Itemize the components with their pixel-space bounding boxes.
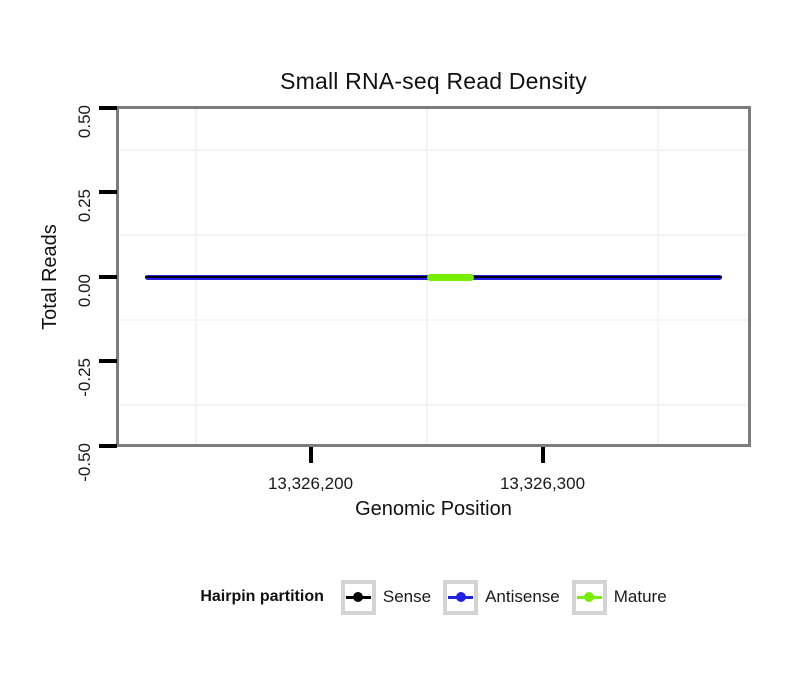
x-axis-title: Genomic Position xyxy=(355,498,512,520)
plot-panel xyxy=(116,106,751,447)
antisense-dot-icon xyxy=(455,592,466,602)
legend-item-antisense: Antisense xyxy=(443,579,560,615)
y-tick-mark xyxy=(99,105,117,110)
minor-gridline-horizontal xyxy=(119,149,748,151)
x-tick-label: 13,326,200 xyxy=(267,474,354,493)
y-tick-label: -0.50 xyxy=(75,442,94,482)
mature-dot-icon xyxy=(584,592,595,602)
legend-label-antisense: Antisense xyxy=(485,587,560,606)
y-tick-label: 0.25 xyxy=(75,189,94,223)
legend-title: Hairpin partition xyxy=(200,588,324,605)
y-tick-label: -0.25 xyxy=(75,358,94,397)
y-tick-mark xyxy=(99,359,117,363)
y-tick-label: 0.00 xyxy=(75,273,94,307)
legend-key-mature xyxy=(571,579,607,615)
minor-gridline-horizontal xyxy=(119,404,748,406)
legend-key-antisense xyxy=(443,579,479,615)
sense-dot-icon xyxy=(353,592,364,602)
legend-key-sense xyxy=(340,579,376,615)
x-tick-mark xyxy=(540,447,545,463)
minor-gridline-horizontal xyxy=(119,319,748,321)
mature-mirna-segment xyxy=(427,273,474,281)
y-axis-title: Total Reads xyxy=(39,224,61,330)
legend-item-sense: Sense xyxy=(340,579,432,615)
legend-item-mature: Mature xyxy=(571,579,667,615)
legend-label-mature: Mature xyxy=(613,587,667,606)
y-tick-mark xyxy=(99,274,117,279)
minor-gridline-horizontal xyxy=(119,234,748,236)
y-tick-mark xyxy=(99,190,117,194)
legend: Hairpin partition Sense Antisense Mature xyxy=(117,577,750,617)
x-tick-label: 13,326,300 xyxy=(499,474,586,493)
y-tick-mark xyxy=(99,443,117,448)
y-tick-label: 0.50 xyxy=(75,104,94,138)
chart-title: Small RNA-seq Read Density xyxy=(280,68,587,94)
legend-label-sense: Sense xyxy=(382,587,432,606)
x-tick-mark xyxy=(308,447,313,463)
